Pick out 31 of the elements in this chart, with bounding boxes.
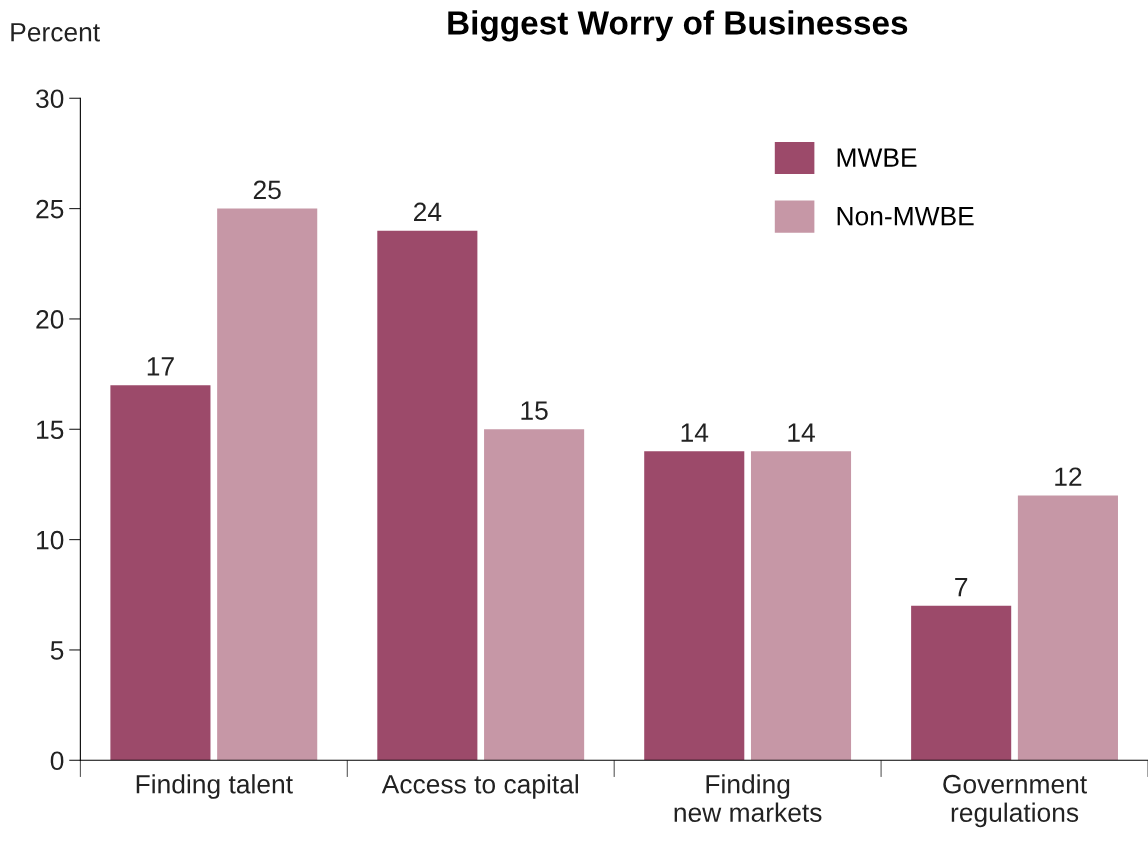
data-label: 12 (1055, 467, 1082, 486)
y-tick-label: 25 (36, 199, 64, 219)
bar (750, 451, 852, 761)
data-label: 14 (788, 423, 815, 442)
y-tick-label: 15 (37, 420, 64, 440)
y-axis-title: Percent (11, 23, 100, 42)
bar (377, 230, 478, 761)
x-tick-label: Access to capital (381, 774, 578, 799)
y-tick-label: 0 (50, 751, 64, 771)
legend-label: Non-MWBE (837, 207, 974, 226)
y-tick-label: 10 (37, 530, 64, 550)
bar (911, 605, 1012, 761)
x-tick-label: Finding new markets (674, 774, 822, 822)
y-tick-label: 20 (36, 310, 64, 329)
x-tick-label: Finding talent (136, 774, 293, 799)
data-label: 14 (681, 423, 709, 442)
bar (644, 451, 745, 761)
data-label: 24 (414, 202, 442, 222)
bar (110, 385, 211, 761)
y-tick-label: 30 (36, 89, 64, 109)
legend-label: MWBE (837, 148, 917, 167)
x-tick-label: Government regulations (943, 774, 1087, 828)
bar (217, 208, 318, 761)
chart-title: Biggest Worry of Businesses (448, 10, 908, 42)
data-label: 7 (955, 578, 968, 597)
bar (1017, 495, 1118, 761)
y-tick-label: 5 (50, 641, 64, 660)
data-label: 17 (147, 357, 174, 376)
bar (484, 429, 585, 761)
data-label: 25 (253, 180, 281, 200)
data-label: 15 (521, 401, 548, 420)
